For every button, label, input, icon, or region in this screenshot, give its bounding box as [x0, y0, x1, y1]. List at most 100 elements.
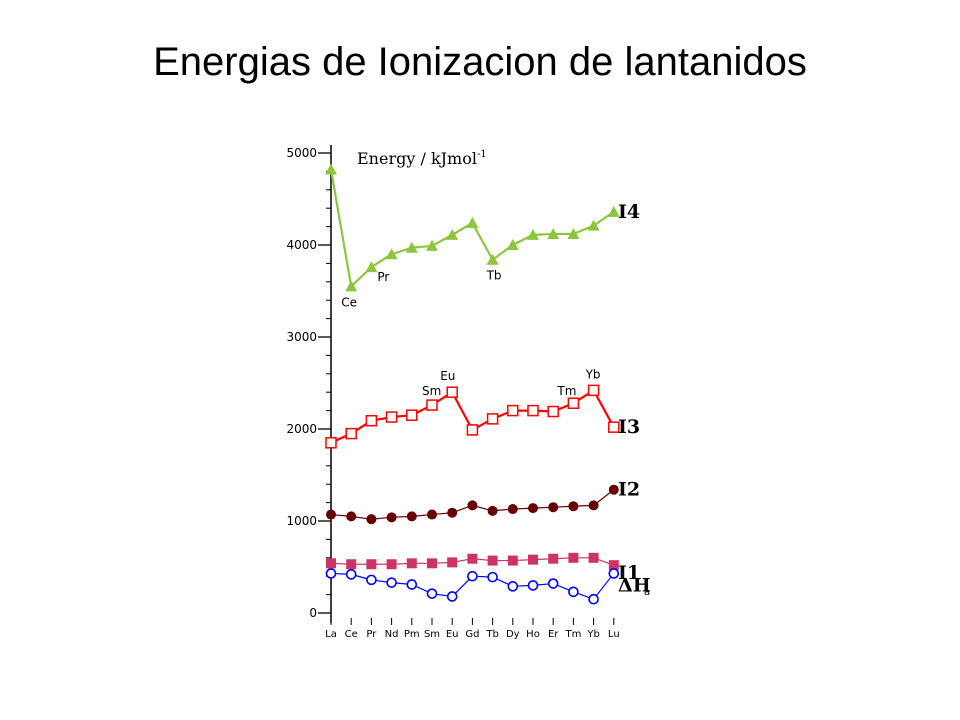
point-i2-er [548, 502, 559, 513]
point-i2-ho [528, 503, 538, 514]
series-label-i2: I2 [618, 479, 640, 501]
series-layer [325, 163, 620, 605]
point-i1-tm [568, 552, 579, 563]
x-label-dy: Dy [506, 629, 520, 640]
point-dh-ho [527, 580, 539, 591]
point-i2-pr [366, 514, 377, 525]
point-i4-tm [567, 227, 580, 239]
series-label-dh: ΔH [618, 574, 651, 596]
point-dh-gd [467, 570, 478, 582]
x-label-nd: Nd [385, 629, 399, 640]
point-i2-la [326, 509, 336, 520]
point-i1-nd [386, 559, 397, 570]
x-label-gd: Gd [465, 629, 479, 640]
point-i3-yb [587, 384, 600, 397]
series-label-i1: I1 [618, 562, 640, 584]
point-i4-er [547, 227, 560, 239]
point-i2-tm [568, 501, 579, 512]
point-i2-lu [608, 484, 619, 495]
point-i2-eu [447, 507, 458, 518]
x-label-ce: Ce [345, 629, 358, 640]
point-i4-lu [607, 205, 620, 217]
point-i3-la [325, 437, 337, 449]
x-label-tb: Tb [485, 629, 498, 640]
point-i3-pr [365, 414, 378, 427]
point-i1-ho [528, 554, 538, 565]
point-i2-nd [386, 512, 397, 523]
point-dh-dy [507, 581, 519, 592]
point-i4-la [325, 163, 337, 175]
point-i3-nd [385, 411, 398, 423]
point-i1-dy [507, 555, 518, 566]
point-dh-er [547, 578, 559, 589]
point-i3-sm [426, 399, 438, 411]
point-dh-tm [568, 586, 579, 598]
y-tick-label-0: 0 [309, 606, 317, 620]
point-i2-sm [427, 509, 437, 520]
series-label-i3: I3 [618, 416, 640, 438]
point-i3-dy [507, 404, 519, 417]
footnote-mark: a [644, 587, 650, 598]
point-i2-pm [406, 511, 417, 522]
y-tick-label-4000: 4000 [286, 238, 317, 252]
point-i4-sm [426, 239, 438, 251]
point-i1-pm [406, 558, 417, 569]
point-i1-sm [427, 558, 437, 569]
x-label-er: Er [548, 629, 559, 640]
point-i3-tb [486, 413, 499, 425]
point-i4-dy [506, 239, 519, 250]
annotation-ce: Ce [341, 295, 357, 309]
annotation-eu: Eu [440, 369, 455, 383]
point-dh-lu [608, 568, 620, 579]
y-tick-label-5000: 5000 [286, 146, 317, 160]
x-label-ho: Ho [526, 629, 540, 640]
point-i2-tb [487, 505, 498, 516]
point-i3-gd [466, 424, 479, 436]
point-dh-nd [386, 577, 397, 588]
point-i2-gd [467, 500, 478, 511]
y-unit-exponent: -1 [477, 149, 487, 160]
point-dh-eu [446, 591, 458, 602]
point-dh-tb [487, 571, 498, 583]
point-i1-eu [447, 557, 458, 568]
point-i1-tb [487, 555, 498, 566]
annotation-yb: Yb [585, 367, 601, 381]
point-i1-la [326, 558, 336, 569]
annotation-pr: Pr [377, 270, 389, 284]
y-tick-label-3000: 3000 [286, 330, 317, 344]
point-i4-ce [345, 280, 358, 292]
x-label-la: La [325, 629, 337, 640]
point-i1-ce [346, 559, 357, 570]
point-i3-er [547, 405, 559, 418]
point-i4-gd [466, 216, 479, 228]
annotation-tb: Tb [486, 269, 502, 283]
x-label-pr: Pr [366, 629, 377, 640]
point-i3-ho [527, 404, 539, 417]
point-i1-er [548, 553, 559, 564]
point-i1-yb [588, 552, 599, 563]
point-dh-la [325, 568, 337, 579]
point-i1-pr [366, 559, 377, 570]
point-i3-ce [345, 427, 357, 440]
point-i3-pm [406, 409, 418, 421]
point-dh-yb [588, 593, 599, 605]
point-i4-ho [527, 228, 539, 240]
x-label-pm: Pm [404, 629, 420, 640]
point-dh-ce [345, 569, 357, 580]
point-dh-sm [426, 588, 438, 599]
point-i1-lu [608, 560, 619, 571]
y-tick-label-2000: 2000 [286, 422, 317, 436]
point-i4-yb [587, 219, 600, 231]
x-label-yb: Yb [586, 629, 599, 640]
x-label-eu: Eu [446, 629, 459, 640]
point-i1-gd [467, 553, 478, 564]
point-i4-eu [446, 228, 459, 240]
point-i3-eu [446, 386, 458, 398]
point-dh-pr [366, 574, 377, 586]
point-i3-lu [608, 421, 620, 433]
point-i4-pm [405, 241, 418, 253]
point-i2-dy [507, 504, 518, 515]
y-unit-label: Energy / kJmol-1 [357, 149, 487, 168]
